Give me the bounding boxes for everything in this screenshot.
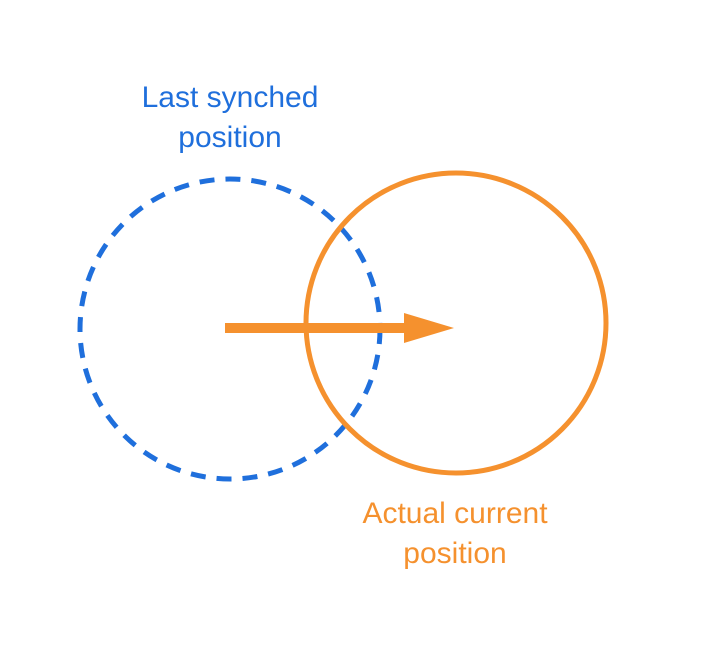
movement-arrow [225, 313, 454, 343]
actual-position-label: Actual current position [305, 494, 605, 574]
synched-label-line1: Last synched [141, 81, 319, 114]
actual-label-line2: position [403, 537, 507, 570]
synched-label-line2: position [178, 121, 282, 154]
actual-label-line1: Actual current [362, 497, 548, 530]
arrow-head-icon [404, 313, 454, 343]
synched-position-label: Last synched position [80, 78, 380, 158]
